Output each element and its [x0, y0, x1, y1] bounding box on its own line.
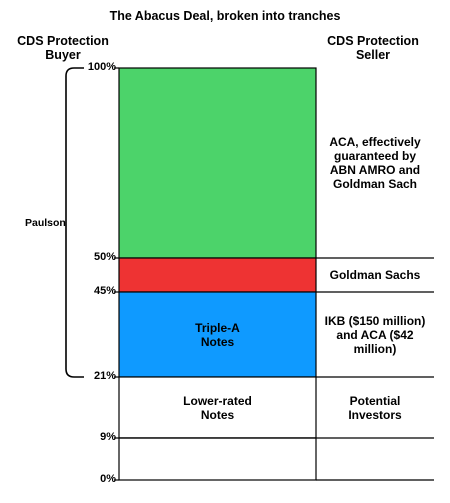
seller-label-line: ABN AMRO and — [329, 163, 421, 177]
diagram-title: The Abacus Deal, broken into tranches — [109, 9, 341, 23]
tranche-band-0 — [118, 67, 317, 259]
level-label-3: 21% — [93, 370, 116, 382]
tranche-band-3 — [118, 376, 317, 439]
tranche-label-line: Triple-A — [195, 320, 240, 335]
tranche-band-4 — [118, 437, 317, 481]
buyer-bracket — [65, 67, 84, 378]
seller-label-1: Goldman Sachs — [318, 268, 432, 282]
tranche-label-3: Lower-rated Notes — [119, 394, 316, 422]
tranche-label-line: Notes — [200, 407, 235, 422]
seller-label-3: Potential Investors — [318, 394, 432, 422]
seller-label-0: ACA, effectively guaranteed by ABN AMRO an… — [318, 135, 432, 191]
seller-label-line: and ACA ($42 — [336, 327, 414, 342]
seller-label-2: IKB ($150 million) and ACA ($42 million) — [318, 314, 432, 356]
buyer-label: Paulson — [25, 217, 66, 229]
tranche-label-2: Triple-A Notes — [119, 321, 316, 349]
seller-label-line: guaranteed by — [333, 149, 417, 163]
seller-label-line: ACA, effectively — [329, 135, 421, 149]
seller-heading-line-2: Seller — [355, 48, 391, 62]
tranche-label-line: Notes — [200, 334, 235, 349]
tranche-label-line: Lower-rated — [183, 393, 252, 408]
level-label-4: 9% — [100, 431, 116, 443]
buyer-heading-line-1: CDS Protection — [17, 34, 109, 48]
level-label-5: 0% — [100, 473, 116, 485]
level-label-2: 45% — [93, 285, 116, 297]
level-label-0: 100% — [87, 61, 116, 73]
seller-label-line: Goldman Sach — [332, 177, 418, 191]
buyer-heading: CDS Protection Buyer — [8, 34, 118, 62]
seller-label-line: million) — [353, 341, 397, 356]
level-label-1: 50% — [93, 251, 116, 263]
seller-label-line: IKB ($150 million) — [324, 313, 426, 328]
tranche-band-1 — [118, 257, 317, 293]
buyer-heading-line-2: Buyer — [45, 48, 81, 62]
seller-label-line: Goldman Sachs — [329, 268, 421, 282]
seller-heading: CDS Protection Seller — [318, 34, 428, 62]
seller-heading-line-1: CDS Protection — [327, 34, 419, 48]
seller-label-line: Investors — [348, 407, 402, 422]
seller-label-line: Potential — [349, 393, 401, 408]
